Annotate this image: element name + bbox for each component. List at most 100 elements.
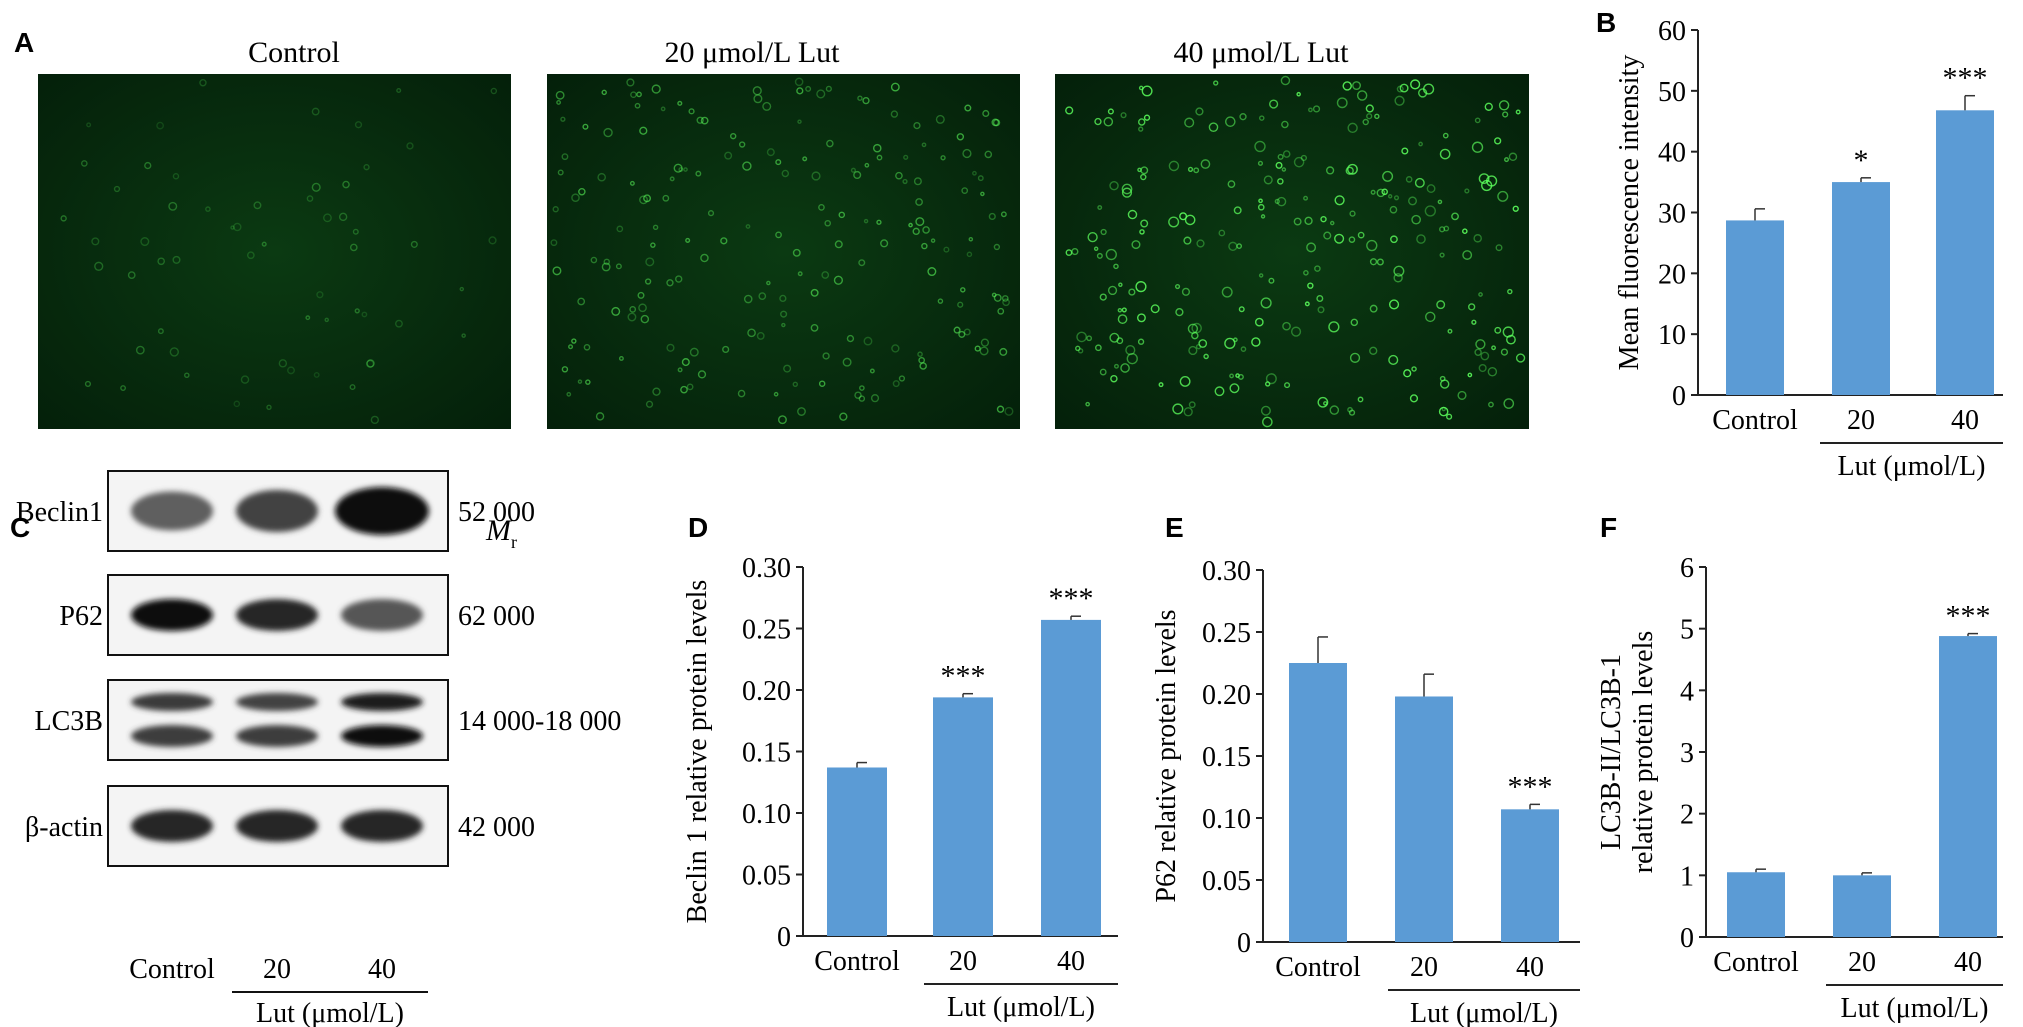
cell [1426, 184, 1436, 193]
panel-letter-f: F [1600, 512, 1617, 543]
category-label: 20 [1410, 952, 1438, 983]
cell [766, 148, 775, 157]
cell [1478, 292, 1483, 297]
cell [1174, 283, 1181, 290]
cell [1000, 211, 1007, 218]
cell [246, 251, 255, 260]
blot-frame [107, 679, 449, 761]
cell [651, 84, 661, 94]
cell [1414, 177, 1425, 188]
y-axis-label: Mean fluorescence intensity [1614, 55, 1645, 371]
cell [822, 352, 830, 360]
cell [824, 219, 832, 227]
cell [1117, 308, 1123, 313]
y-tick-label: 0.30 [1202, 556, 1251, 587]
cell [964, 104, 972, 112]
cell [919, 362, 927, 370]
cell [1221, 286, 1233, 298]
cell [306, 195, 314, 202]
cell [261, 241, 267, 247]
bar [1501, 809, 1559, 942]
cell [1312, 105, 1321, 113]
cell [984, 150, 993, 159]
cell [595, 412, 605, 421]
cell [834, 240, 843, 249]
y-axis-label: P62 relative protein levels [1151, 609, 1182, 902]
cell [637, 291, 645, 299]
cell [1240, 346, 1247, 352]
cell [1143, 114, 1151, 121]
cell [1260, 214, 1266, 219]
cell [1442, 132, 1449, 139]
category-label: Control [814, 946, 900, 977]
blot-lane-label: 20 [263, 954, 291, 985]
cell [552, 266, 562, 276]
cell [638, 303, 647, 313]
significance-label: *** [1049, 582, 1094, 615]
cell [324, 317, 329, 323]
cell [233, 222, 242, 232]
cell [1317, 396, 1329, 408]
cell [366, 359, 375, 368]
cell [1388, 354, 1399, 365]
cell [1462, 228, 1468, 234]
cell [568, 344, 574, 350]
cell [1342, 81, 1352, 91]
cell [1500, 348, 1509, 356]
cell [1480, 351, 1490, 361]
cell [370, 415, 379, 425]
cell [1369, 258, 1378, 266]
cell [781, 169, 790, 178]
cell [459, 286, 465, 292]
cell [1303, 269, 1309, 276]
cell [839, 412, 848, 421]
cell [1187, 166, 1194, 172]
cell [1376, 258, 1384, 266]
cell [1085, 401, 1090, 407]
cell [677, 367, 683, 373]
cell [853, 170, 862, 180]
cell [1457, 390, 1467, 400]
cell [700, 116, 709, 125]
cell [890, 110, 899, 118]
cell [1468, 303, 1476, 311]
cell [960, 287, 966, 293]
cell [1150, 304, 1160, 314]
y-axis-label: LC3B-II/LC3B-1 [1596, 654, 1627, 850]
cell [1349, 352, 1361, 363]
cell [1494, 137, 1502, 145]
cell [1203, 353, 1209, 360]
cell [1323, 401, 1328, 406]
cell [1410, 79, 1421, 90]
cell [488, 236, 497, 245]
cell [1320, 215, 1327, 223]
cell [1218, 229, 1226, 237]
cell [652, 387, 661, 396]
cell [1224, 116, 1236, 127]
cell [1120, 363, 1130, 373]
cell [1113, 263, 1119, 270]
panel-letter-d: D [688, 512, 708, 543]
cell [1128, 288, 1136, 296]
cell [1228, 241, 1238, 251]
cell [1393, 265, 1405, 277]
cell [930, 238, 936, 243]
cell [1474, 117, 1481, 124]
cell [1093, 246, 1099, 251]
y-tick-label: 30 [1658, 199, 1686, 230]
cell [766, 280, 771, 286]
cell [582, 123, 589, 130]
cell [1262, 416, 1273, 428]
category-label: 40 [1516, 952, 1544, 983]
cell [127, 271, 136, 280]
cell [629, 180, 635, 186]
cell [1258, 198, 1263, 204]
cell [349, 243, 358, 252]
cell [311, 107, 320, 116]
blot-band [341, 599, 423, 631]
cell [1443, 225, 1450, 232]
y-tick-label: 0 [1672, 381, 1686, 412]
cell [650, 242, 656, 248]
blot-band [341, 693, 423, 711]
cell [797, 119, 802, 124]
